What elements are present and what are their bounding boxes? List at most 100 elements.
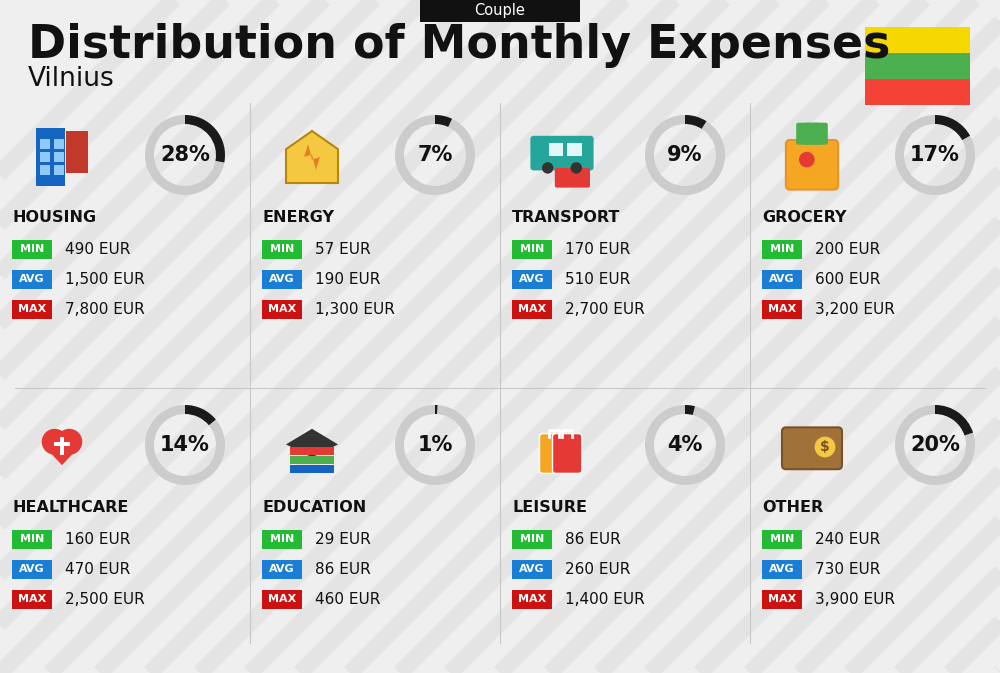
FancyBboxPatch shape <box>12 269 52 289</box>
FancyBboxPatch shape <box>865 27 970 53</box>
Text: AVG: AVG <box>19 564 45 574</box>
FancyBboxPatch shape <box>762 559 802 579</box>
FancyBboxPatch shape <box>40 165 50 175</box>
Text: MAX: MAX <box>768 304 796 314</box>
FancyBboxPatch shape <box>512 530 552 548</box>
Text: AVG: AVG <box>519 274 545 284</box>
Wedge shape <box>145 115 225 195</box>
FancyBboxPatch shape <box>865 79 970 105</box>
Text: 20%: 20% <box>910 435 960 455</box>
Circle shape <box>56 429 82 455</box>
Text: 29 EUR: 29 EUR <box>315 532 371 546</box>
FancyBboxPatch shape <box>762 590 802 608</box>
FancyBboxPatch shape <box>12 240 52 258</box>
Text: Vilnius: Vilnius <box>28 66 115 92</box>
Text: 2,500 EUR: 2,500 EUR <box>65 592 145 606</box>
FancyBboxPatch shape <box>66 131 88 172</box>
FancyBboxPatch shape <box>552 433 582 473</box>
Text: HEALTHCARE: HEALTHCARE <box>12 499 128 514</box>
Text: 460 EUR: 460 EUR <box>315 592 380 606</box>
Wedge shape <box>895 115 975 195</box>
Text: $: $ <box>820 440 830 454</box>
Text: 260 EUR: 260 EUR <box>565 561 630 577</box>
Text: MIN: MIN <box>270 534 294 544</box>
Text: 510 EUR: 510 EUR <box>565 271 630 287</box>
Polygon shape <box>286 131 338 183</box>
FancyBboxPatch shape <box>290 447 334 455</box>
FancyBboxPatch shape <box>40 152 50 162</box>
Circle shape <box>571 162 582 174</box>
Text: MIN: MIN <box>770 244 794 254</box>
FancyBboxPatch shape <box>762 299 802 318</box>
Wedge shape <box>395 405 475 485</box>
FancyBboxPatch shape <box>786 140 838 190</box>
Text: 7,800 EUR: 7,800 EUR <box>65 302 145 316</box>
Text: 1,500 EUR: 1,500 EUR <box>65 271 145 287</box>
Text: MAX: MAX <box>768 594 796 604</box>
FancyBboxPatch shape <box>12 530 52 548</box>
FancyBboxPatch shape <box>804 122 820 145</box>
Text: 470 EUR: 470 EUR <box>65 561 130 577</box>
FancyBboxPatch shape <box>262 269 302 289</box>
Text: MAX: MAX <box>518 304 546 314</box>
FancyBboxPatch shape <box>512 240 552 258</box>
FancyBboxPatch shape <box>290 456 334 464</box>
Text: 190 EUR: 190 EUR <box>315 271 380 287</box>
Text: MIN: MIN <box>770 534 794 544</box>
Text: Couple: Couple <box>475 3 525 18</box>
FancyBboxPatch shape <box>549 143 563 155</box>
FancyBboxPatch shape <box>567 143 582 155</box>
Circle shape <box>815 437 835 458</box>
FancyBboxPatch shape <box>12 299 52 318</box>
Text: 1%: 1% <box>417 435 453 455</box>
Text: 4%: 4% <box>667 435 703 455</box>
Text: 730 EUR: 730 EUR <box>815 561 880 577</box>
FancyBboxPatch shape <box>12 590 52 608</box>
Polygon shape <box>304 144 320 170</box>
FancyBboxPatch shape <box>865 53 970 79</box>
FancyBboxPatch shape <box>762 530 802 548</box>
Text: 17%: 17% <box>910 145 960 165</box>
Wedge shape <box>645 115 725 195</box>
Text: MIN: MIN <box>270 244 294 254</box>
Wedge shape <box>685 115 706 129</box>
FancyBboxPatch shape <box>796 122 812 145</box>
Text: TRANSPORT: TRANSPORT <box>512 209 620 225</box>
Text: AVG: AVG <box>769 274 795 284</box>
FancyBboxPatch shape <box>530 136 594 170</box>
Text: 490 EUR: 490 EUR <box>65 242 130 256</box>
FancyBboxPatch shape <box>36 129 65 186</box>
Wedge shape <box>935 405 973 435</box>
Text: 7%: 7% <box>417 145 453 165</box>
Text: AVG: AVG <box>519 564 545 574</box>
Text: 240 EUR: 240 EUR <box>815 532 880 546</box>
Text: MAX: MAX <box>268 594 296 604</box>
Wedge shape <box>435 115 452 127</box>
Text: MAX: MAX <box>18 594 46 604</box>
Text: 9%: 9% <box>667 145 703 165</box>
FancyBboxPatch shape <box>420 0 580 22</box>
FancyBboxPatch shape <box>262 559 302 579</box>
Text: AVG: AVG <box>269 274 295 284</box>
Text: Distribution of Monthly Expenses: Distribution of Monthly Expenses <box>28 24 890 69</box>
FancyBboxPatch shape <box>290 465 334 473</box>
Text: 86 EUR: 86 EUR <box>315 561 371 577</box>
FancyBboxPatch shape <box>262 299 302 318</box>
Text: MAX: MAX <box>268 304 296 314</box>
Text: 170 EUR: 170 EUR <box>565 242 630 256</box>
Text: ENERGY: ENERGY <box>262 209 334 225</box>
Wedge shape <box>645 405 725 485</box>
FancyBboxPatch shape <box>262 530 302 548</box>
Text: 14%: 14% <box>160 435 210 455</box>
FancyBboxPatch shape <box>812 122 828 145</box>
Text: 1,300 EUR: 1,300 EUR <box>315 302 395 316</box>
Text: OTHER: OTHER <box>762 499 823 514</box>
FancyBboxPatch shape <box>512 299 552 318</box>
FancyBboxPatch shape <box>512 269 552 289</box>
Text: 3,900 EUR: 3,900 EUR <box>815 592 895 606</box>
FancyBboxPatch shape <box>60 437 64 455</box>
FancyBboxPatch shape <box>762 240 802 258</box>
Wedge shape <box>185 115 225 162</box>
Wedge shape <box>895 405 975 485</box>
Text: AVG: AVG <box>769 564 795 574</box>
